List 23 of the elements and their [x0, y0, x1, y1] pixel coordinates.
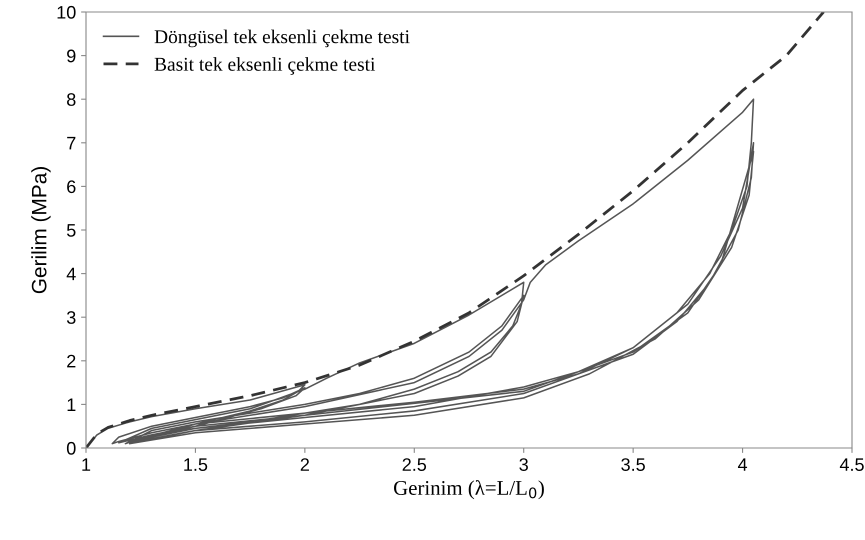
x-tick-label: 3: [519, 458, 528, 471]
y-tick-label: 6: [67, 180, 76, 194]
y-tick-label: 10: [58, 6, 76, 19]
x-tick-label: 1: [82, 458, 90, 471]
y-tick-label: 8: [67, 93, 76, 106]
x-axis-title: Gerinim (λ=L/L$_{0}$): [394, 480, 544, 500]
x-tick-label: 4.5: [840, 458, 864, 471]
x-tick-label: 2: [300, 458, 309, 471]
y-tick-label: 0: [66, 442, 76, 455]
y-tick-label: 5: [66, 224, 76, 237]
y-tick-label: 4: [66, 268, 76, 280]
x-tick-label: 4: [738, 458, 748, 471]
y-axis-title: Gerilim (MPa): [31, 167, 51, 294]
y-tick-label: 3: [66, 311, 76, 324]
y-tick-label: 1: [68, 398, 76, 411]
y-tick-label: 9: [67, 50, 76, 62]
y-tick-label: 7: [67, 136, 76, 150]
x-tick-label: 1.5: [184, 458, 208, 471]
x-tick-label: 3.5: [621, 458, 645, 471]
legend-label: Basit tek eksenli çekme testi: [154, 57, 376, 75]
legend-label: Döngüsel tek eksenli çekme testi: [154, 30, 410, 48]
y-tick-label: 2: [67, 354, 76, 368]
x-tick-label: 2.5: [402, 458, 426, 471]
